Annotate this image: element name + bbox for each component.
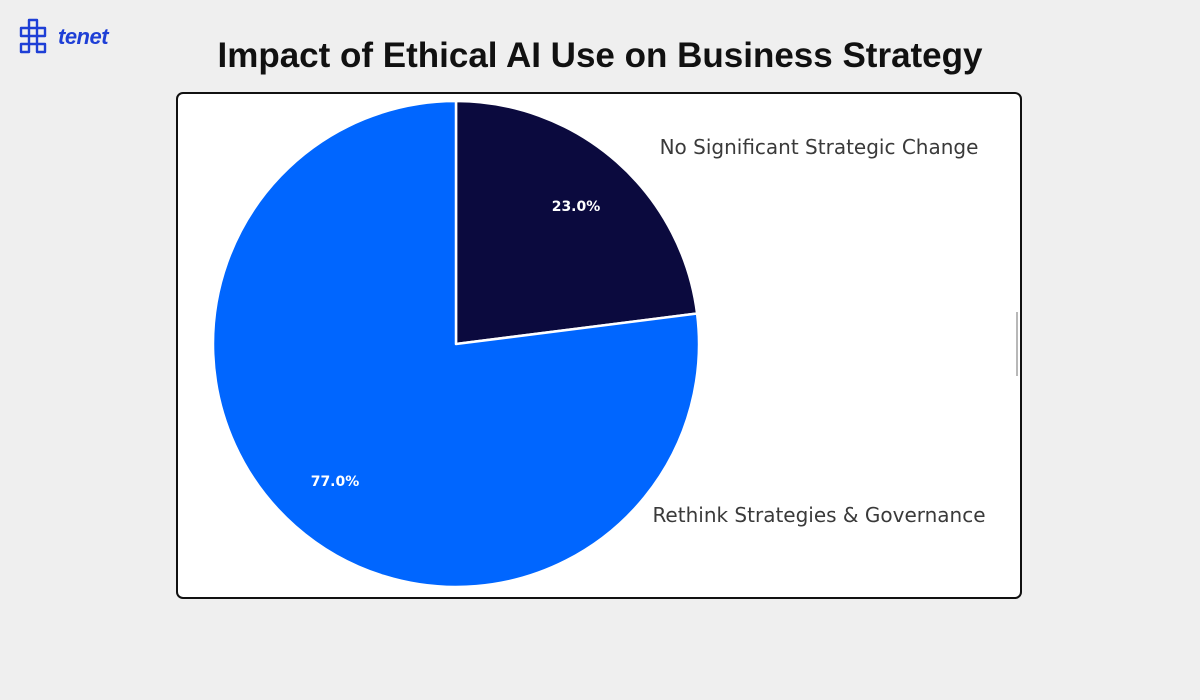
slice-percent-label: 23.0% bbox=[552, 199, 601, 215]
slice-category-label: No Significant Strategic Change bbox=[660, 135, 979, 159]
brand-logo: tenet bbox=[18, 18, 109, 56]
brand-name: tenet bbox=[58, 24, 109, 49]
pie-chart: 23.0% No Significant Strategic Change 77.0… bbox=[211, 99, 986, 589]
scroll-indicator bbox=[1016, 312, 1018, 376]
tenet-logo-icon bbox=[19, 18, 47, 54]
chart-frame: 23.0% No Significant Strategic Change 77.0… bbox=[176, 92, 1022, 599]
pie-slice bbox=[454, 99, 699, 346]
chart-title: Impact of Ethical AI Use on Business Str… bbox=[217, 36, 983, 75]
slice-category-label: Rethink Strategies & Governance bbox=[652, 503, 985, 527]
slice-percent-label: 77.0% bbox=[311, 474, 360, 490]
pie-slice bbox=[211, 99, 701, 589]
